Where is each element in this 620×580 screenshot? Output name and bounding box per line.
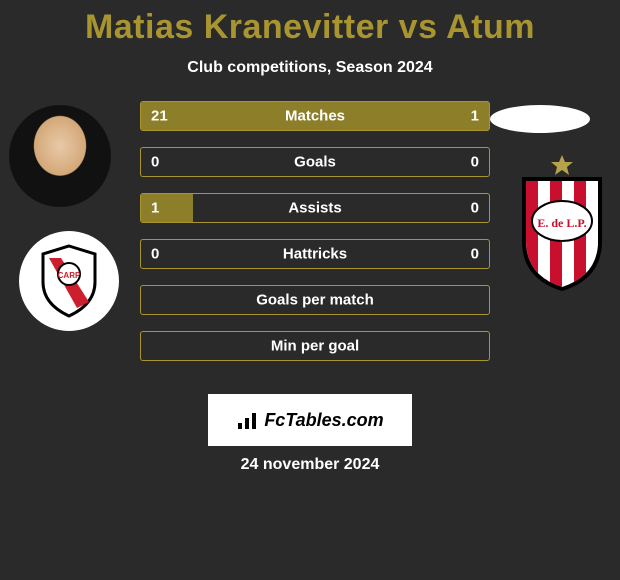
stat-value-left: 0 xyxy=(151,154,159,171)
source-badge: FcTables.com xyxy=(208,394,412,446)
stat-value-left: 0 xyxy=(151,246,159,263)
stat-label: Min per goal xyxy=(271,338,359,355)
club-badge-right: E. de L.P. xyxy=(514,151,610,291)
stat-value-right: 0 xyxy=(471,246,479,263)
stat-value-left: 1 xyxy=(151,200,159,217)
stat-label: Goals per match xyxy=(256,292,374,309)
stat-fill-left xyxy=(141,102,409,130)
club-badge-left: CARP xyxy=(19,231,119,331)
stat-value-left: 21 xyxy=(151,108,168,125)
club-right-text: E. de L.P. xyxy=(537,216,586,230)
player-photo-right-placeholder xyxy=(490,105,590,133)
stat-value-right: 0 xyxy=(471,154,479,171)
source-brand-text: FcTables.com xyxy=(264,410,383,431)
player-face-placeholder xyxy=(9,105,111,207)
stats-bars: 21 1 Matches 0 0 Goals 1 0 Assists 0 0 Hattricks Goa… xyxy=(140,101,490,377)
comparison-title: Matias Kranevitter vs Atum xyxy=(0,0,620,47)
stat-fill-left xyxy=(141,194,193,222)
stat-value-right: 1 xyxy=(471,108,479,125)
stat-row: 1 0 Assists xyxy=(140,193,490,223)
stat-value-right: 0 xyxy=(471,200,479,217)
river-plate-crest-icon: CARP xyxy=(37,244,101,318)
stat-label: Matches xyxy=(285,108,345,125)
fctables-logo-icon xyxy=(236,409,258,431)
stat-label: Assists xyxy=(288,200,341,217)
player-photo-left xyxy=(9,105,111,207)
stat-label: Goals xyxy=(294,154,336,171)
stat-label: Hattricks xyxy=(283,246,347,263)
stat-row: Min per goal xyxy=(140,331,490,361)
comparison-subtitle: Club competitions, Season 2024 xyxy=(0,59,620,77)
snapshot-date: 24 november 2024 xyxy=(241,456,380,474)
stat-row: 0 0 Goals xyxy=(140,147,490,177)
stat-row: Goals per match xyxy=(140,285,490,315)
svg-text:CARP: CARP xyxy=(58,271,81,280)
stat-row: 0 0 Hattricks xyxy=(140,239,490,269)
stat-row: 21 1 Matches xyxy=(140,101,490,131)
